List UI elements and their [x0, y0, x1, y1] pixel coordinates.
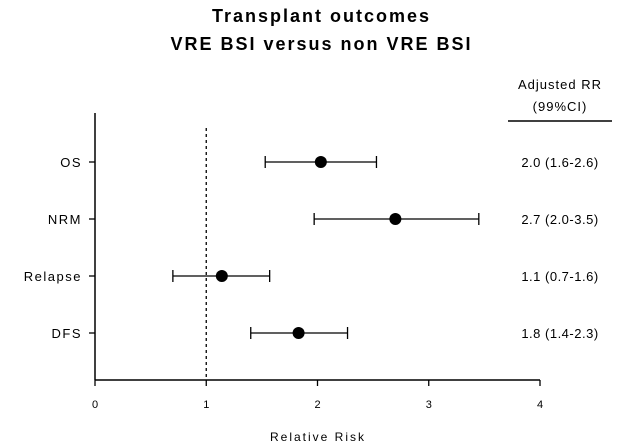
x-tick-label: 4	[537, 399, 543, 411]
x-axis-label: Relative Risk	[270, 430, 366, 444]
chart-subtitle: VRE BSI versus non VRE BSI	[170, 34, 473, 54]
estimate-header-line2: (99%CI)	[533, 99, 588, 114]
estimate-label: 2.0 (1.6-2.6)	[521, 155, 598, 170]
category-label: DFS	[52, 326, 83, 341]
point-estimate	[389, 213, 402, 225]
point-estimate	[292, 327, 305, 339]
x-tick-label: 3	[426, 399, 432, 411]
point-estimate	[215, 270, 228, 282]
estimate-label: 1.1 (0.7-1.6)	[521, 269, 598, 284]
point-estimate	[314, 156, 327, 168]
category-label: OS	[60, 155, 82, 170]
x-tick-label: 0	[92, 399, 98, 411]
estimate-header-line1: Adjusted RR	[518, 77, 602, 92]
category-label: NRM	[48, 212, 82, 227]
estimate-label: 1.8 (1.4-2.3)	[521, 326, 598, 341]
category-label: Relapse	[24, 269, 82, 284]
estimate-label: 2.7 (2.0-3.5)	[521, 212, 598, 227]
chart-title: Transplant outcomes	[211, 6, 432, 26]
x-tick-label: 2	[314, 399, 320, 411]
x-tick-label: 1	[203, 399, 209, 411]
